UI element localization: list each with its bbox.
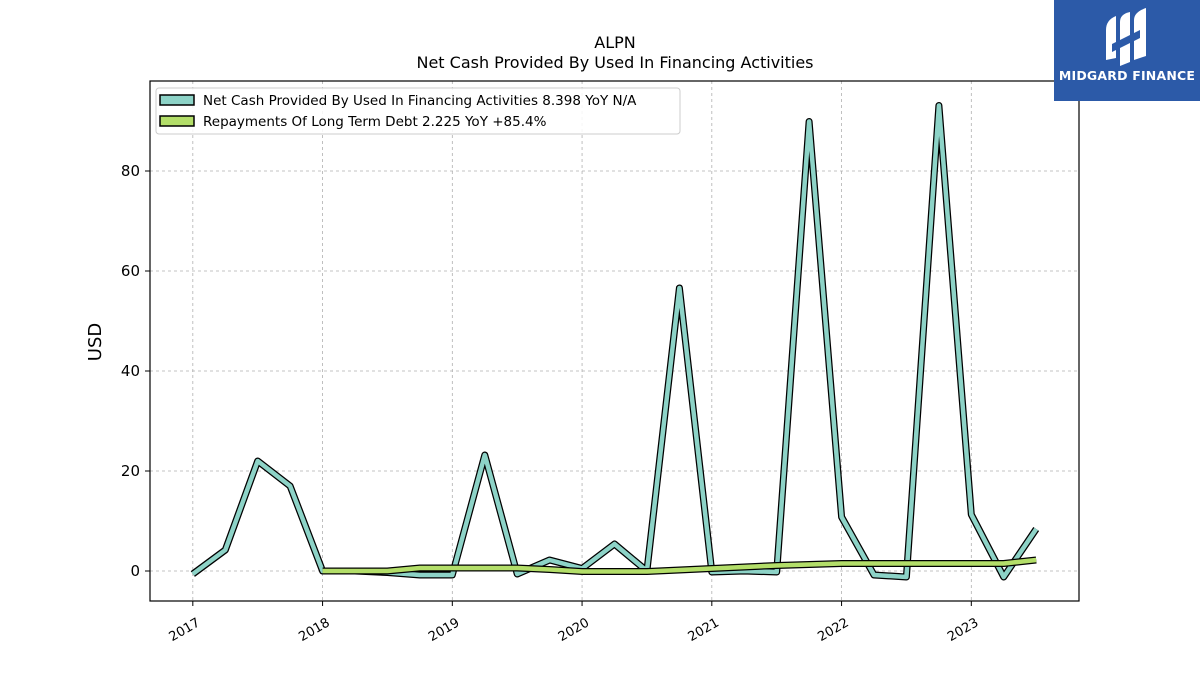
- y-tick-label: 60: [121, 262, 140, 280]
- y-axis-label: USD: [85, 323, 106, 361]
- logo-text: MIDGARD FINANCE: [1058, 68, 1196, 83]
- x-tick-label: 2022: [815, 615, 851, 645]
- series-layer: [190, 102, 1040, 581]
- legend-swatch: [159, 94, 195, 106]
- series-line-1: [322, 557, 1037, 574]
- y-ticks: 0 20 40 60 80: [121, 162, 150, 580]
- legend-label: Repayments Of Long Term Debt 2.225 YoY +…: [203, 114, 547, 130]
- x-tick-label: 2019: [426, 615, 462, 645]
- legend-label: Net Cash Provided By Used In Financing A…: [203, 93, 637, 109]
- midgard-logo-icon: [1106, 8, 1146, 66]
- x-tick-label: 2020: [556, 615, 592, 645]
- legend-box: [155, 87, 681, 135]
- x-tick-label: 2021: [686, 615, 722, 645]
- y-tick-label: 40: [121, 362, 140, 380]
- legend: Net Cash Provided By Used In Financing A…: [155, 87, 681, 135]
- y-tick-label: 80: [121, 162, 140, 180]
- x-ticks: 2017 2018 2019 2020 2021 2022 2023: [167, 601, 981, 645]
- midgard-logo: MIDGARD FINANCE: [1054, 0, 1200, 101]
- x-tick-label: 2023: [945, 615, 981, 645]
- x-tick-label: 2017: [167, 615, 203, 645]
- y-tick-label: 20: [121, 462, 140, 480]
- chart-subtitle: Net Cash Provided By Used In Financing A…: [416, 53, 813, 72]
- x-tick-label: 2018: [296, 615, 332, 645]
- legend-swatch: [159, 115, 195, 127]
- series-line-0: [191, 103, 1039, 580]
- chart-title: ALPN: [594, 33, 635, 52]
- y-tick-label: 0: [130, 562, 140, 580]
- plot-frame: [149, 80, 1080, 602]
